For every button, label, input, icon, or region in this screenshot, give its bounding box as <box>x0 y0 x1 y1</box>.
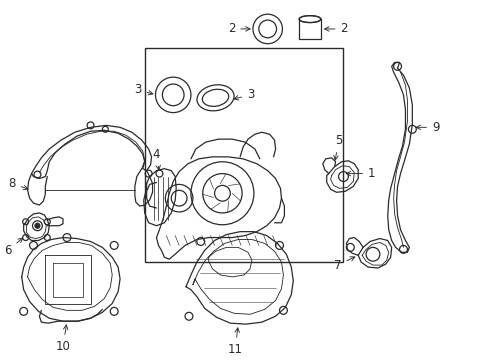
Text: 1: 1 <box>346 167 375 180</box>
Text: 8: 8 <box>8 177 28 190</box>
Text: 7: 7 <box>334 257 355 271</box>
Text: 2: 2 <box>324 22 348 35</box>
Text: 4: 4 <box>153 148 160 170</box>
Text: 6: 6 <box>4 238 23 257</box>
Text: 2: 2 <box>228 22 250 35</box>
Text: 9: 9 <box>416 121 440 134</box>
Bar <box>145 48 343 262</box>
Text: 5: 5 <box>334 134 342 160</box>
Text: 10: 10 <box>55 325 71 353</box>
Text: 3: 3 <box>134 84 153 96</box>
Text: 11: 11 <box>228 328 243 356</box>
Circle shape <box>35 223 40 228</box>
Text: 3: 3 <box>234 88 254 102</box>
Ellipse shape <box>299 15 321 23</box>
